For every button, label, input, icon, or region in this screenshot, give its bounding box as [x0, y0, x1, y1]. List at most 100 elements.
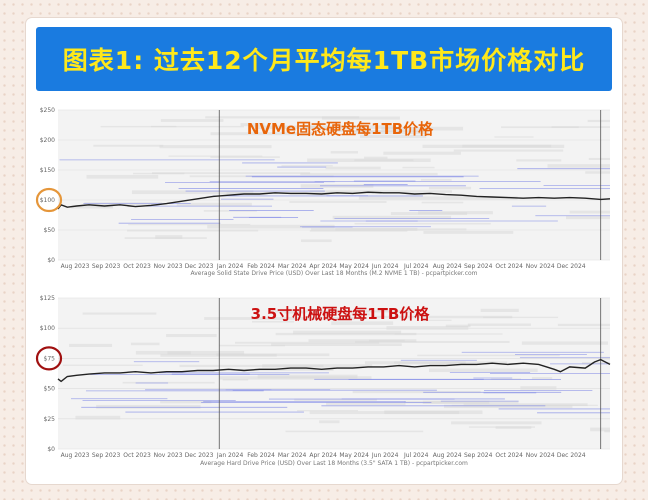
title-banner: 图表1: 过去12个月平均每1TB市场价格对比: [36, 27, 612, 91]
price-band-segment: [445, 324, 471, 328]
price-band-texture: [62, 308, 610, 433]
price-band-segment: [495, 426, 532, 429]
price-band-segment: [128, 223, 251, 226]
x-tick-label: Oct 2024: [495, 263, 523, 270]
price-band-segment: [531, 377, 553, 380]
price-band-segment: [582, 362, 610, 365]
price-band-segment: [271, 343, 402, 346]
y-tick-label: $200: [40, 137, 55, 144]
price-band-segment: [383, 151, 461, 155]
x-tick-label: Dec 2023: [185, 263, 214, 270]
price-band-segment: [207, 224, 335, 229]
x-tick-label: Aug 2024: [433, 263, 462, 270]
price-band-segment: [222, 379, 249, 381]
price-band-segment: [480, 308, 519, 313]
price-band-segment: [130, 342, 160, 346]
average-price-line: [57, 358, 611, 383]
y-tick-label: $50: [44, 386, 56, 393]
price-band-segment: [483, 316, 559, 319]
y-tick-label: $75: [44, 355, 56, 362]
price-band-segment: [275, 310, 420, 313]
price-band-segment: [516, 159, 562, 162]
price-band-segment: [235, 341, 380, 344]
price-band-segment: [82, 312, 157, 315]
price-band-segment: [352, 390, 481, 394]
price-band-segment: [604, 430, 610, 433]
x-tick-label: Nov 2024: [526, 263, 555, 270]
price-band-segment: [281, 165, 333, 167]
price-band-segment: [252, 320, 295, 323]
price-band-segment: [330, 151, 358, 154]
price-band-segment: [309, 411, 460, 415]
y-tick-label: $25: [44, 416, 56, 423]
x-tick-label: Sep 2023: [92, 452, 121, 459]
price-band-segment: [122, 381, 215, 384]
price-band-segment: [521, 341, 608, 345]
price-band-segment: [501, 126, 579, 129]
price-band-segment: [204, 317, 355, 320]
y-tick-label: $100: [40, 325, 55, 332]
price-band-segment: [381, 126, 464, 131]
price-band-segment: [166, 333, 217, 338]
y-tick-label: $50: [44, 227, 56, 234]
price-band-segment: [587, 119, 610, 123]
price-band-segment: [325, 166, 381, 170]
x-tick-label: Jun 2024: [371, 263, 399, 270]
price-band-segment: [354, 222, 491, 225]
x-tick-label: Nov 2023: [154, 263, 183, 270]
x-tick-label: Oct 2023: [123, 452, 151, 459]
individual-price-lines: [70, 351, 610, 414]
price-band-segment: [159, 145, 272, 149]
price-band-segment: [71, 205, 114, 209]
price-band-segment: [93, 144, 164, 147]
price-band-segment: [205, 116, 360, 119]
chart-title: 3.5寸机械硬盘每1TB价格: [251, 305, 431, 323]
y-tick-label: $0: [47, 446, 55, 453]
price-band-segment: [289, 201, 387, 203]
price-band-segment: [86, 174, 159, 179]
price-band-segment: [402, 166, 435, 169]
price-band-segment: [420, 178, 452, 181]
y-tick-label: $125: [40, 295, 55, 302]
price-band-segment: [467, 323, 531, 326]
price-band-segment: [210, 156, 280, 158]
price-band-segment: [297, 410, 358, 412]
price-band-segment: [309, 190, 452, 193]
price-band-segment: [462, 144, 552, 148]
price-band-segment: [262, 364, 373, 368]
price-band-segment: [179, 364, 324, 368]
price-band-segment: [237, 368, 334, 371]
price-band-segment: [359, 134, 427, 139]
price-band-segment: [557, 323, 610, 327]
x-tick-label: May 2024: [339, 452, 369, 459]
individual-price-lines: [59, 159, 610, 228]
price-band-segment: [257, 374, 358, 379]
page-title: 图表1: 过去12个月平均每1TB市场价格对比: [62, 46, 586, 75]
price-band-segment: [319, 420, 340, 424]
price-band-segment: [349, 130, 429, 135]
price-band-segment: [565, 216, 610, 220]
hdd-price-chart: $0 $25 $50 $75 $100 $125 Aug 2023 Sep 2023 Oct 2…: [34, 291, 612, 471]
y-tick-label: $250: [40, 107, 55, 114]
price-band-segment: [127, 229, 259, 232]
y-tick-label: $0: [47, 257, 55, 264]
chart-footnote: Average Hard Drive Price (USD) Over Last…: [200, 460, 468, 467]
price-band-segment: [429, 368, 538, 373]
x-tick-label: Dec 2023: [185, 452, 214, 459]
price-band-segment: [364, 156, 388, 159]
x-tick-label: Sep 2024: [464, 452, 493, 459]
price-band-segment: [155, 235, 183, 239]
price-band-segment: [131, 190, 254, 195]
price-band-segment: [369, 339, 405, 342]
price-band-segment: [332, 215, 452, 220]
price-band-segment: [428, 186, 472, 190]
price-band-segment: [309, 230, 408, 232]
x-tick-label: Mar 2024: [278, 263, 307, 270]
price-band-segment: [453, 149, 564, 152]
price-band-segment: [240, 123, 265, 127]
price-band-segment: [301, 239, 332, 243]
highlight-circle: [35, 346, 63, 371]
price-band-segment: [96, 404, 201, 409]
x-tick-label: Jan 2024: [216, 452, 244, 459]
